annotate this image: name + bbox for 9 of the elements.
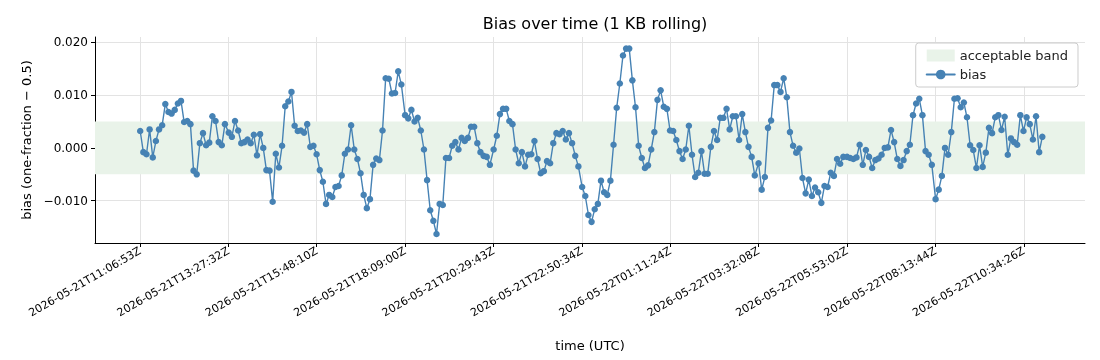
y-tick-label: 0.000 <box>53 140 88 155</box>
y-tick-label: −0.010 <box>43 193 88 208</box>
legend-label: bias <box>959 67 987 82</box>
y-tick-label: 0.020 <box>53 35 88 50</box>
x-axis-title: time (UTC) <box>555 338 625 353</box>
y-axis-title: bias (one-fraction − 0.5) <box>18 60 34 220</box>
legend-label: acceptable band <box>959 48 1068 63</box>
y-tick-label: 0.010 <box>53 88 88 103</box>
chart-title: Bias over time (1 KB rolling) <box>482 13 708 33</box>
